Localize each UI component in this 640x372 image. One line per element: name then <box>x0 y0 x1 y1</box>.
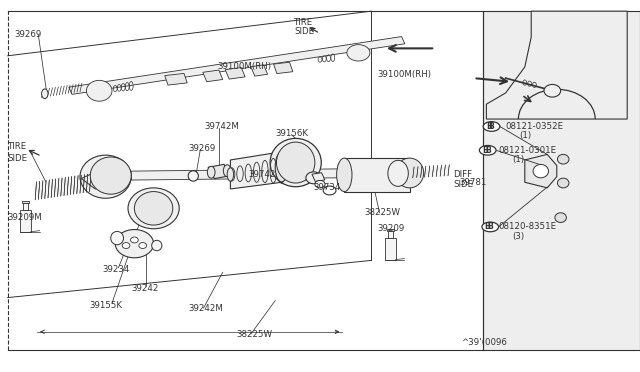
Ellipse shape <box>122 243 130 248</box>
Bar <box>388 231 393 238</box>
Polygon shape <box>486 11 627 119</box>
Ellipse shape <box>315 180 325 188</box>
Text: 39269: 39269 <box>14 30 42 39</box>
Ellipse shape <box>223 165 231 177</box>
Ellipse shape <box>86 80 112 101</box>
Ellipse shape <box>557 178 569 188</box>
Text: 39734: 39734 <box>314 183 341 192</box>
Ellipse shape <box>544 84 561 97</box>
Text: 38225W: 38225W <box>237 330 273 339</box>
Text: 39742: 39742 <box>248 170 276 179</box>
Ellipse shape <box>306 172 321 184</box>
Text: ^39'(0096: ^39'(0096 <box>461 338 507 347</box>
Circle shape <box>483 122 500 131</box>
Text: B: B <box>485 146 490 155</box>
Ellipse shape <box>207 166 215 178</box>
Text: B: B <box>489 122 494 131</box>
Text: 39242M: 39242M <box>189 304 223 313</box>
Polygon shape <box>131 169 338 180</box>
Polygon shape <box>273 62 293 74</box>
Text: B: B <box>486 122 492 131</box>
Bar <box>20 210 31 232</box>
Text: B: B <box>488 222 493 231</box>
Polygon shape <box>225 67 245 79</box>
Ellipse shape <box>275 152 288 182</box>
Ellipse shape <box>270 138 321 187</box>
Text: 39269: 39269 <box>189 144 216 153</box>
Ellipse shape <box>80 155 131 198</box>
Bar <box>385 238 396 260</box>
Ellipse shape <box>139 243 147 248</box>
Text: TIRE: TIRE <box>8 142 27 151</box>
Text: SIDE: SIDE <box>453 180 473 189</box>
Text: SIDE: SIDE <box>294 27 314 36</box>
Ellipse shape <box>533 164 548 178</box>
Text: 39100M(RH): 39100M(RH) <box>218 62 271 71</box>
Text: SIDE: SIDE <box>8 154 28 163</box>
Ellipse shape <box>337 158 352 192</box>
Bar <box>22 201 29 203</box>
Text: 39742M: 39742M <box>205 122 239 131</box>
Text: (1): (1) <box>520 131 532 140</box>
Text: 08121-0301E: 08121-0301E <box>498 146 556 155</box>
Text: TIRE: TIRE <box>294 18 314 27</box>
Ellipse shape <box>134 192 173 225</box>
Ellipse shape <box>347 45 370 61</box>
Polygon shape <box>344 158 410 192</box>
Ellipse shape <box>90 157 131 194</box>
Text: 08120-8351E: 08120-8351E <box>498 222 556 231</box>
Ellipse shape <box>152 240 162 251</box>
Polygon shape <box>208 164 230 179</box>
Polygon shape <box>410 166 451 179</box>
Text: (1): (1) <box>512 155 524 164</box>
Text: 39156K: 39156K <box>275 129 308 138</box>
Polygon shape <box>31 176 93 199</box>
Polygon shape <box>230 152 282 189</box>
Ellipse shape <box>276 142 315 183</box>
Circle shape <box>482 222 499 232</box>
Ellipse shape <box>111 231 124 245</box>
Ellipse shape <box>555 213 566 222</box>
Ellipse shape <box>396 158 424 188</box>
Text: B: B <box>484 222 490 231</box>
Ellipse shape <box>128 188 179 229</box>
Ellipse shape <box>115 230 154 258</box>
Text: 39242: 39242 <box>131 284 159 293</box>
Bar <box>483 11 640 350</box>
Text: 39234: 39234 <box>102 265 130 274</box>
Ellipse shape <box>188 171 198 181</box>
Text: 39781: 39781 <box>460 178 487 187</box>
Polygon shape <box>164 73 188 85</box>
Polygon shape <box>81 172 109 189</box>
Text: (3): (3) <box>512 232 524 241</box>
Text: 39209M: 39209M <box>8 213 42 222</box>
Polygon shape <box>312 173 325 182</box>
Ellipse shape <box>42 89 48 99</box>
Text: B: B <box>482 146 488 155</box>
Ellipse shape <box>557 154 569 164</box>
Text: DIFF: DIFF <box>453 170 472 179</box>
Text: 08121-0352E: 08121-0352E <box>506 122 564 131</box>
Text: 39209: 39209 <box>378 224 405 233</box>
Ellipse shape <box>227 168 234 181</box>
Bar <box>23 203 28 210</box>
Polygon shape <box>525 154 557 188</box>
Ellipse shape <box>131 237 138 243</box>
Bar <box>387 229 394 231</box>
Polygon shape <box>251 65 268 76</box>
Text: 39155K: 39155K <box>90 301 123 310</box>
Circle shape <box>479 145 496 155</box>
Ellipse shape <box>388 160 408 186</box>
Text: 38225W: 38225W <box>365 208 401 217</box>
Polygon shape <box>68 36 405 94</box>
Polygon shape <box>203 70 223 82</box>
Text: 39100M(RH): 39100M(RH) <box>378 70 431 79</box>
